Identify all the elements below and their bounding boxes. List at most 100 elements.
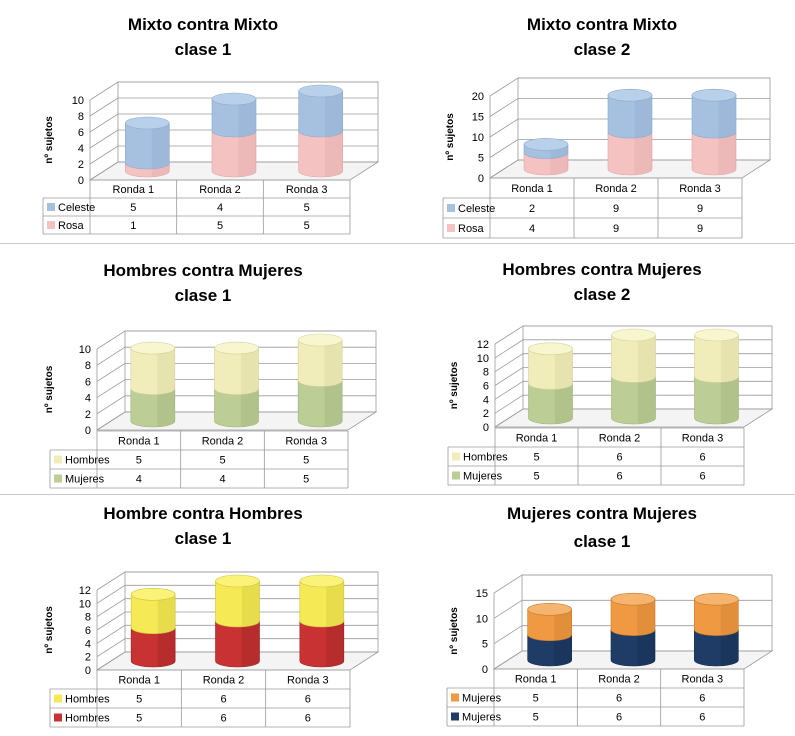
table-value-cell: 5 bbox=[136, 455, 142, 467]
gridline bbox=[89, 145, 378, 165]
gridline bbox=[96, 379, 376, 398]
bar-cap bbox=[130, 588, 176, 601]
gridline bbox=[494, 353, 772, 373]
table-value-cell: 6 bbox=[699, 712, 705, 724]
bar-cap bbox=[299, 574, 345, 588]
table-header-cell: Ronda 3 bbox=[285, 436, 327, 448]
bar-segment-shade bbox=[157, 348, 175, 394]
table-value-cell: 5 bbox=[219, 455, 225, 467]
gridline bbox=[89, 81, 378, 101]
gridline bbox=[96, 598, 378, 618]
bar-cap bbox=[694, 592, 739, 606]
bar-segment-shade bbox=[324, 380, 343, 427]
y-tick-label: 2 bbox=[85, 652, 91, 664]
bar-segment bbox=[607, 94, 653, 139]
bar-segment bbox=[211, 98, 257, 138]
legend-label: Celeste bbox=[58, 202, 95, 214]
y-tick-label: 10 bbox=[79, 598, 91, 610]
y-tick-label: 20 bbox=[472, 91, 484, 103]
bar-segment bbox=[691, 94, 737, 139]
bar-segment-shade bbox=[554, 609, 572, 641]
y-tick-label: 2 bbox=[85, 409, 91, 421]
table-value-cell: 5 bbox=[304, 202, 310, 214]
bar-cap bbox=[691, 88, 737, 102]
legend-swatch bbox=[451, 712, 459, 721]
table-value-cell: 6 bbox=[616, 452, 622, 464]
table-value-cell: 4 bbox=[529, 223, 535, 235]
bar-segment-shade bbox=[720, 376, 739, 424]
y-tick-label: 6 bbox=[85, 625, 91, 637]
bar-segment bbox=[607, 131, 653, 176]
bar-segment-shade bbox=[720, 599, 739, 635]
legend-label: Hombres bbox=[65, 455, 110, 467]
y-tick-label: 12 bbox=[79, 585, 91, 597]
y-tick-label: 5 bbox=[482, 639, 488, 651]
table-value-cell: 6 bbox=[699, 471, 705, 483]
bar-segment bbox=[611, 334, 656, 383]
legend-swatch bbox=[452, 452, 460, 461]
table-value-cell: 4 bbox=[217, 202, 223, 214]
bar-cap bbox=[607, 88, 653, 102]
bar-segment bbox=[215, 580, 260, 628]
bar-segment bbox=[527, 634, 572, 667]
table-value-cell: 5 bbox=[303, 455, 309, 467]
bar-cap bbox=[130, 341, 176, 355]
chart-subtitle: clase 2 bbox=[574, 40, 631, 59]
bar-segment bbox=[211, 130, 257, 178]
chart-hombre-hombres-clase-1: Hombre contra Hombres clase 1 0 2 4 6 8 10 12 nº … bbox=[0, 495, 405, 731]
y-tick-label: 15 bbox=[472, 112, 484, 124]
y-tick-label: 0 bbox=[482, 664, 488, 676]
bar-segment-shade bbox=[637, 335, 656, 382]
legend-swatch bbox=[452, 471, 460, 480]
table-header-cell: Ronda 2 bbox=[202, 436, 244, 448]
y-axis-label: nº sujetos bbox=[44, 365, 55, 413]
legend-swatch bbox=[451, 693, 459, 702]
y-axis-label: nº sujetos bbox=[449, 607, 460, 655]
bar-segment bbox=[299, 580, 345, 628]
table-value-cell: 5 bbox=[304, 220, 310, 232]
legend-swatch bbox=[47, 221, 55, 229]
table-header-cell: Ronda 3 bbox=[287, 675, 329, 687]
gridline bbox=[489, 159, 770, 179]
bar-cap bbox=[610, 592, 656, 606]
legend-swatch bbox=[54, 455, 62, 464]
bar-cap bbox=[527, 603, 572, 616]
bar-segment-shade bbox=[324, 340, 343, 386]
table-value-cell: 6 bbox=[305, 694, 311, 706]
bar-segment bbox=[610, 629, 656, 667]
table-value-cell: 1 bbox=[130, 220, 136, 232]
chart-mixto-clase-1: Mixto contra Mixto clase 1 0 2 4 6 8 10 nº sujet… bbox=[0, 0, 405, 243]
legend-label: Rosa bbox=[58, 220, 85, 232]
bar-segment bbox=[694, 598, 739, 636]
bar-segment bbox=[130, 594, 176, 634]
legend-label: Mujeres bbox=[65, 474, 105, 486]
bar-segment bbox=[298, 90, 343, 138]
gridline bbox=[96, 638, 378, 658]
bar-cap bbox=[297, 333, 343, 347]
table-header-cell: Ronda 3 bbox=[286, 184, 328, 196]
y-tick-label: 0 bbox=[483, 422, 489, 434]
y-tick-label: 2 bbox=[78, 159, 84, 171]
gridline bbox=[96, 611, 378, 631]
y-tick-label: 8 bbox=[85, 612, 91, 624]
table-header-cell: Ronda 1 bbox=[113, 184, 155, 196]
bar-cap bbox=[214, 341, 259, 355]
gridline bbox=[89, 97, 378, 117]
gridline bbox=[494, 325, 772, 345]
y-tick-label: 10 bbox=[72, 95, 84, 107]
table-value-cell: 4 bbox=[219, 474, 225, 486]
bar-cap bbox=[125, 116, 170, 130]
bar-segment-shade bbox=[637, 629, 655, 666]
table-value-cell: 5 bbox=[533, 452, 539, 464]
chart-subtitle: clase 1 bbox=[175, 40, 232, 59]
y-tick-label: 10 bbox=[472, 132, 484, 144]
table-value-cell: 6 bbox=[616, 712, 622, 724]
chart-title: Hombres contra Mujeres bbox=[103, 261, 302, 280]
gridline bbox=[96, 571, 378, 591]
y-tick-label: 6 bbox=[85, 376, 91, 388]
table-value-cell: 9 bbox=[613, 223, 619, 235]
y-axis-label: nº sujetos bbox=[449, 361, 460, 409]
bar-segment bbox=[691, 131, 737, 176]
